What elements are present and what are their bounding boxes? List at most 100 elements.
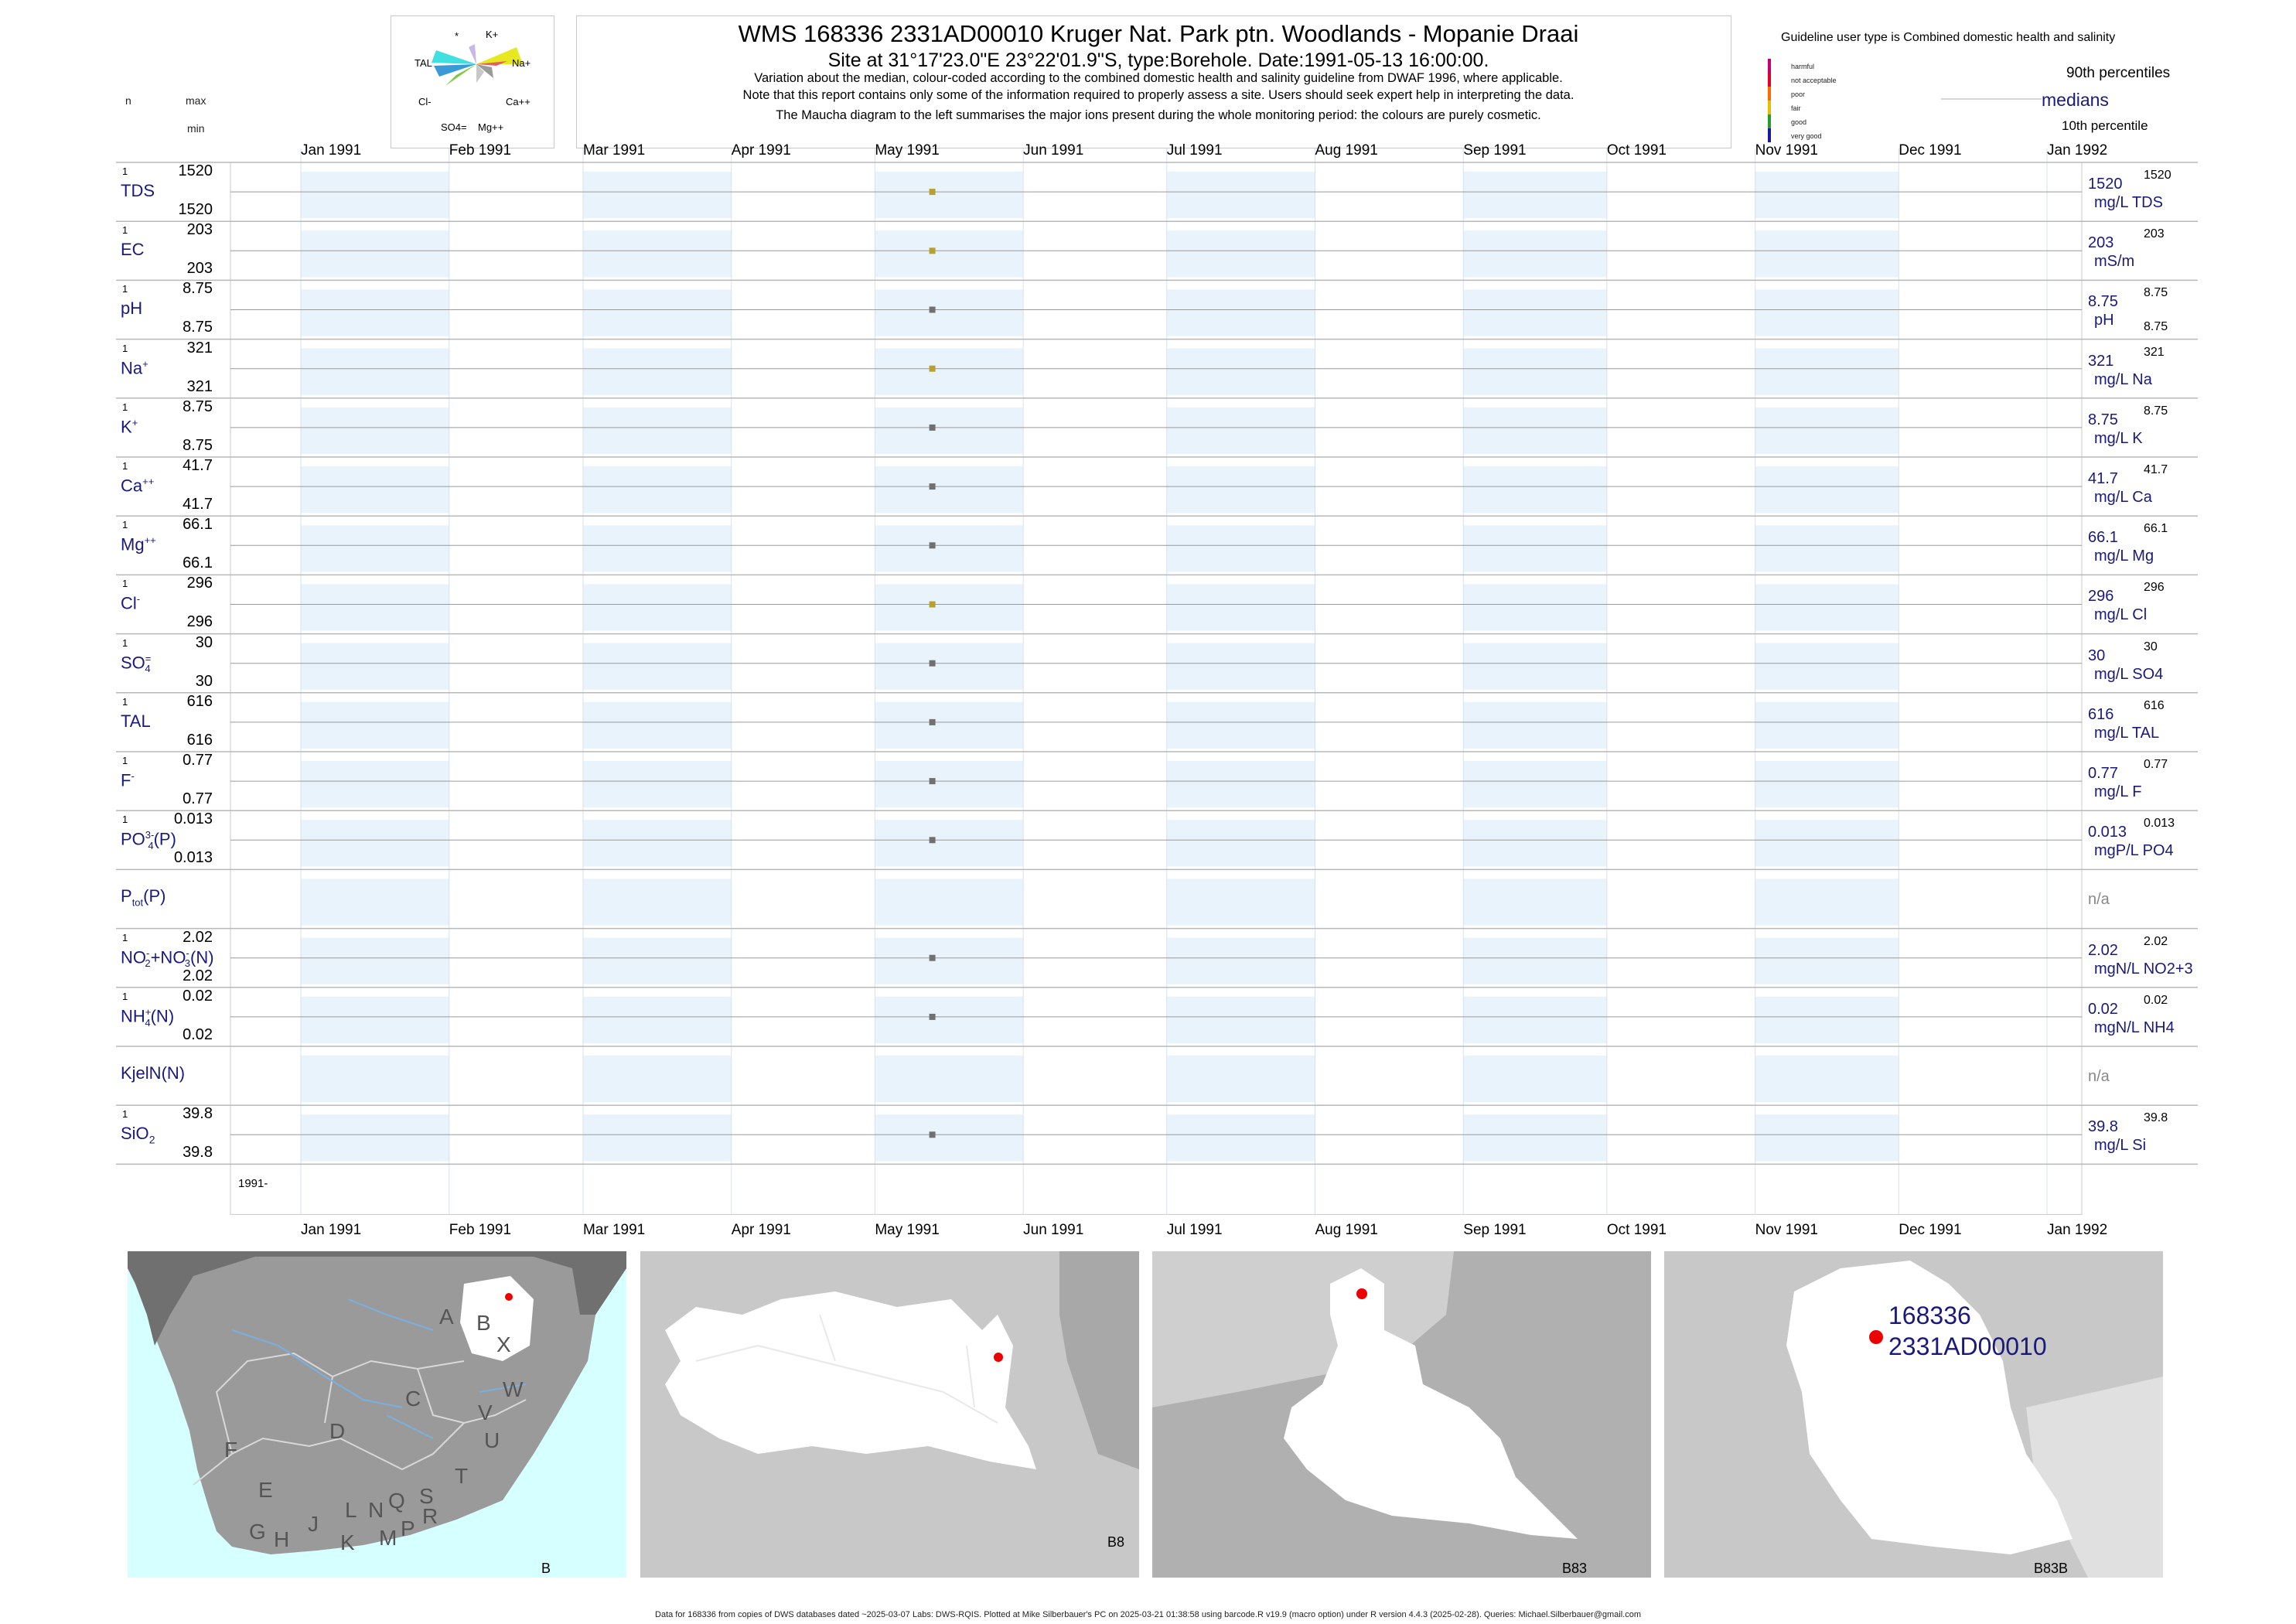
month-shade-band bbox=[875, 466, 1024, 513]
row-right-unit-po4: mgP/L PO4 bbox=[2094, 842, 2174, 860]
note-line-3: The Maucha diagram to the left summarise… bbox=[776, 108, 1541, 122]
map-b83-site-marker bbox=[1356, 1288, 1367, 1299]
data-point-ca bbox=[929, 483, 936, 490]
map-region-label: U bbox=[484, 1428, 500, 1452]
guideline-level-fair: fair bbox=[1791, 104, 1801, 112]
row-right-unit-ca: mg/L Ca bbox=[2094, 489, 2152, 506]
map-b83-catchment bbox=[1284, 1268, 1578, 1539]
guideline-swatch-good bbox=[1768, 114, 1771, 128]
row-right-max-nh4: 0.02 bbox=[2144, 993, 2168, 1007]
row-name-kjeln: KjelN(N) bbox=[121, 1063, 186, 1083]
row-right-max-ph: 8.75 bbox=[2144, 286, 2168, 300]
footer-credits: Data for 168336 from copies of DWS datab… bbox=[655, 1610, 1641, 1619]
guideline-colour-bar bbox=[1768, 59, 1771, 142]
x-tick-label-bottom: Mar 1991 bbox=[582, 1222, 646, 1238]
map-region-label: P bbox=[401, 1517, 415, 1540]
row-right-max-so4: 30 bbox=[2144, 640, 2158, 653]
month-shade-band bbox=[582, 289, 732, 336]
map-b83 bbox=[1152, 1251, 1651, 1578]
month-shade-band bbox=[1166, 230, 1315, 278]
x-tick-label-bottom: Jul 1991 bbox=[1166, 1222, 1223, 1238]
row-n-f: 1 bbox=[122, 755, 128, 766]
guideline-swatch-poor bbox=[1768, 87, 1771, 101]
data-point-k bbox=[929, 424, 936, 431]
data-point-tds bbox=[929, 189, 936, 196]
map-catchment-boundaries bbox=[193, 1352, 527, 1486]
month-shade-band bbox=[1755, 937, 1899, 984]
month-shade-band bbox=[582, 1056, 732, 1103]
data-point-so4 bbox=[929, 660, 936, 667]
month-shade-band bbox=[875, 172, 1024, 219]
map-region-label: R bbox=[422, 1504, 438, 1528]
row-right-value-tal: 616 bbox=[2088, 705, 2114, 723]
row-right-na-ptot: n/a bbox=[2088, 891, 2110, 909]
x-tick-label-top: Mar 1991 bbox=[582, 142, 646, 159]
row-n-no2+no3: 1 bbox=[122, 931, 128, 943]
map-name-label: B8 bbox=[1107, 1534, 1124, 1550]
row-min-po4: 0.013 bbox=[173, 849, 213, 867]
data-point-po4 bbox=[929, 837, 936, 844]
row-name-k: K+ bbox=[121, 416, 138, 437]
row-right-unit-no2+no3: mgN/L NO2+3 bbox=[2094, 960, 2193, 977]
row-min-f: 0.77 bbox=[183, 790, 213, 807]
row-right-unit-cl: mg/L Cl bbox=[2094, 606, 2148, 624]
page-subtitle: Site at 31°17'23.0"E 23°22'01.9"S, type:… bbox=[827, 49, 1489, 71]
row-max-mg: 66.1 bbox=[183, 516, 213, 534]
row-n-cl: 1 bbox=[122, 578, 128, 590]
map-overview-b bbox=[128, 1251, 626, 1578]
month-shade-band bbox=[875, 879, 1024, 926]
month-shade-band bbox=[582, 820, 732, 867]
map-region-label: E bbox=[258, 1478, 273, 1502]
guideline-swatch-very-good bbox=[1768, 128, 1771, 142]
map-region-label: G bbox=[249, 1520, 266, 1544]
map-region-label: M bbox=[379, 1526, 397, 1550]
month-shade-band bbox=[1463, 172, 1607, 219]
month-shade-band bbox=[875, 643, 1024, 690]
row-right-unit-tal: mg/L TAL bbox=[2094, 724, 2160, 742]
map-name-label: B83 bbox=[1562, 1561, 1587, 1576]
row-right-value-tds: 1520 bbox=[2088, 176, 2123, 193]
row-right-unit-k: mg/L K bbox=[2094, 429, 2143, 447]
month-shade-band bbox=[1755, 407, 1899, 454]
maucha-label-tal: TAL bbox=[415, 57, 432, 69]
month-shade-band bbox=[582, 172, 732, 219]
map-site-label-code: 168336 bbox=[1888, 1302, 1971, 1329]
row-name-sio2: SiO2 bbox=[121, 1124, 155, 1146]
row-name-ph: pH bbox=[121, 299, 143, 319]
row-name-ec: EC bbox=[121, 240, 145, 260]
map-region-label: X bbox=[496, 1332, 511, 1356]
month-shade-band bbox=[1755, 230, 1899, 278]
month-shade-band bbox=[1166, 525, 1315, 572]
row-max-ph: 8.75 bbox=[183, 280, 213, 298]
month-shade-band bbox=[301, 701, 449, 749]
guideline-swatch-not-acceptable bbox=[1768, 73, 1771, 87]
row-max-na: 321 bbox=[186, 339, 213, 357]
data-point-cl bbox=[929, 601, 936, 608]
x-tick-label-bottom: Oct 1991 bbox=[1606, 1222, 1667, 1238]
row-min-no2+no3: 2.02 bbox=[183, 967, 213, 984]
month-shade-band bbox=[1166, 820, 1315, 867]
row-min-na: 321 bbox=[186, 377, 213, 395]
month-shade-band bbox=[301, 289, 449, 336]
maucha-tal-petal bbox=[432, 50, 476, 64]
maucha-diagram bbox=[432, 44, 523, 86]
month-shade-band bbox=[1166, 1114, 1315, 1162]
maucha-k-petal bbox=[476, 61, 507, 66]
month-shade-band bbox=[582, 937, 732, 984]
data-point-mg bbox=[929, 542, 936, 549]
month-shade-band bbox=[1755, 643, 1899, 690]
x-tick-label-bottom: Aug 1991 bbox=[1315, 1222, 1378, 1238]
month-shade-band bbox=[301, 466, 449, 513]
row-max-sio2: 39.8 bbox=[183, 1105, 213, 1123]
map-region-label: J bbox=[308, 1512, 319, 1536]
month-shade-band bbox=[875, 348, 1024, 395]
month-shade-band bbox=[1755, 584, 1899, 631]
month-shade-band bbox=[1463, 289, 1607, 336]
maucha-label-k: K+ bbox=[486, 29, 499, 40]
legend-medians: medians bbox=[2042, 90, 2109, 110]
month-shade-band bbox=[301, 820, 449, 867]
row-min-tal: 616 bbox=[186, 731, 213, 749]
month-shade-band bbox=[301, 1114, 449, 1162]
map-region-label: Q bbox=[388, 1489, 405, 1513]
note-line-2: Note that this report contains only some… bbox=[742, 88, 1574, 102]
